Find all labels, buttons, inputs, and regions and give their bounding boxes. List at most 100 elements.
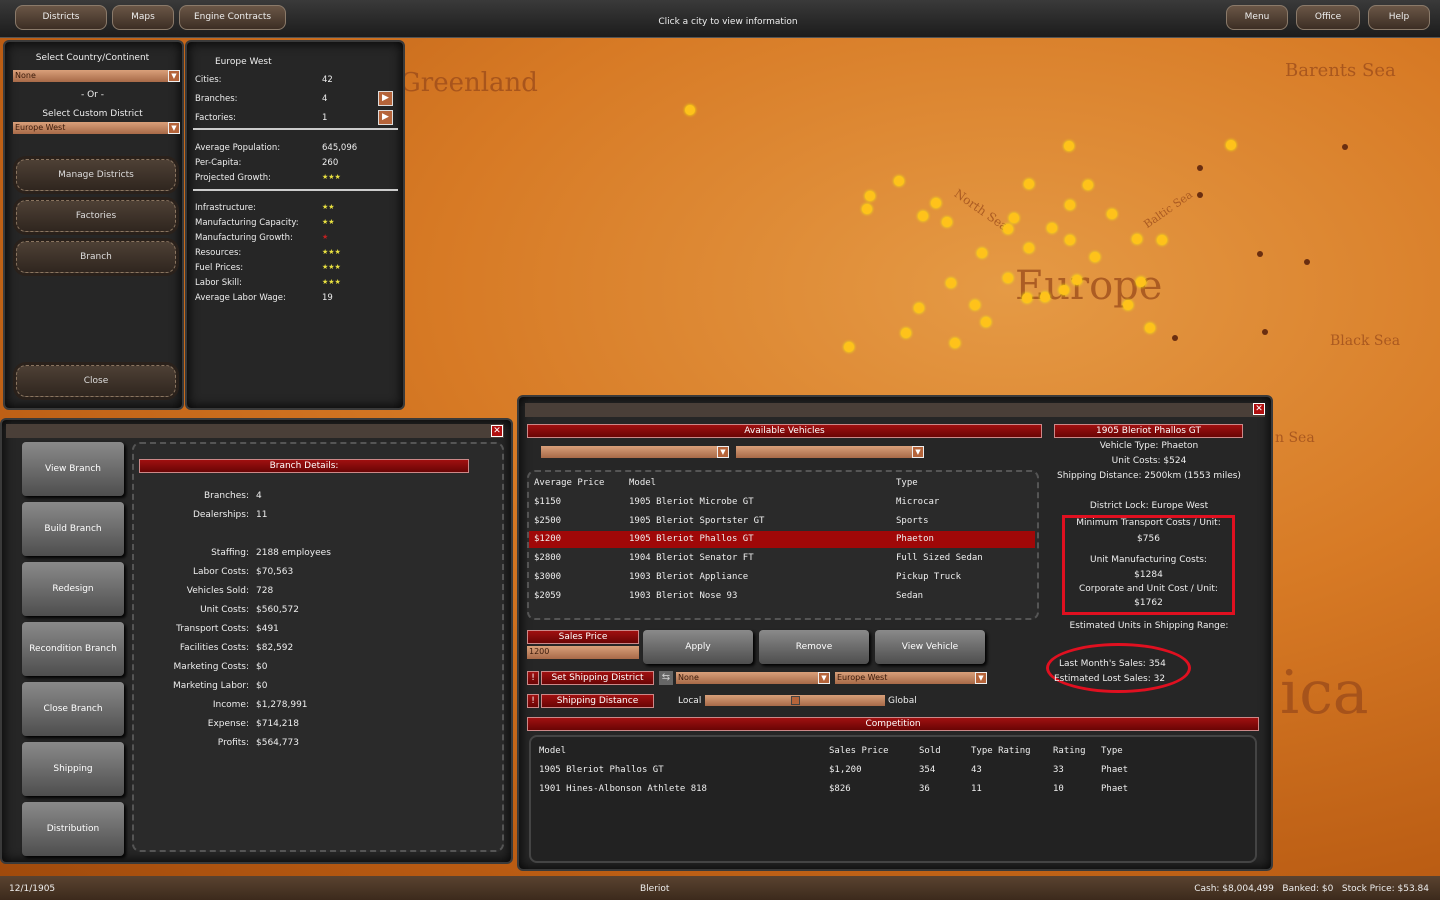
remove-button[interactable]: Remove [759,630,869,664]
city-marker[interactable] [1065,200,1075,210]
ship-to-dropdown[interactable]: Europe West ▼ [835,672,987,684]
city-marker[interactable] [1132,234,1142,244]
city-marker[interactable] [1059,285,1069,295]
rival-city-marker[interactable] [1172,335,1178,341]
slider-thumb[interactable] [791,696,800,705]
city-marker[interactable] [942,217,952,227]
city-marker[interactable] [1107,209,1117,219]
city-marker[interactable] [950,338,960,348]
rival-city-marker[interactable] [1197,192,1203,198]
city-marker[interactable] [977,248,987,258]
branch-menu-redesign[interactable]: Redesign [22,562,124,616]
factories-button[interactable]: Factories [16,200,176,232]
vehicle-row[interactable]: $2059 1903 Bleriot Nose 93 Sedan [529,588,1035,605]
city-marker[interactable] [1040,292,1050,302]
city-marker[interactable] [981,317,991,327]
help-button[interactable]: Help [1368,5,1430,30]
city-marker[interactable] [918,211,928,221]
city-marker[interactable] [685,105,695,115]
branch-button[interactable]: Branch [16,241,176,273]
stat-value: ★★★ [322,173,341,181]
branch-menu-build-branch[interactable]: Build Branch [22,502,124,556]
city-marker[interactable] [914,303,924,313]
city-marker[interactable] [1145,323,1155,333]
rival-city-marker[interactable] [1257,251,1263,257]
city-marker[interactable] [1003,224,1013,234]
city-marker[interactable] [1003,273,1013,283]
vehicle-row[interactable]: $2500 1905 Bleriot Sportster GT Sports [529,513,1035,530]
close-icon[interactable]: ✕ [1253,403,1265,415]
map-label: n Sea [1275,430,1315,446]
set-shipping-district-button[interactable]: Set Shipping District [541,671,654,685]
city-marker[interactable] [946,278,956,288]
manage-districts-button[interactable]: Manage Districts [16,159,176,191]
city-marker[interactable] [1123,300,1133,310]
chevron-down-icon: ▼ [717,446,729,458]
company-name: Bleriot [640,884,670,894]
branch-menu-recondition-branch[interactable]: Recondition Branch [22,622,124,676]
detail-value: $0 [256,681,268,691]
shipping-distance-slider[interactable] [705,695,885,706]
arrow-right-icon[interactable]: ▶ [378,91,393,106]
stat-value: ★★ [322,203,335,211]
arrow-right-icon[interactable]: ▶ [378,110,393,125]
city-marker[interactable] [1047,223,1057,233]
status-bar: 12/1/1905 Bleriot Cash: $8,004,499 Banke… [0,876,1440,900]
city-marker[interactable] [1090,252,1100,262]
ship-from-dropdown[interactable]: None ▼ [676,672,830,684]
menu-button[interactable]: Menu [1226,5,1288,30]
districts-button[interactable]: Districts [15,5,107,30]
map-label: ica [1280,658,1369,728]
vehicle-row[interactable]: $1150 1905 Bleriot Microbe GT Microcar [529,494,1035,511]
view-vehicle-button[interactable]: View Vehicle [875,630,985,664]
branch-menu-view-branch[interactable]: View Branch [22,442,124,496]
rival-city-marker[interactable] [1342,144,1348,150]
city-marker[interactable] [1072,275,1082,285]
city-marker[interactable] [970,300,980,310]
vehicle-row[interactable]: $1200 1905 Bleriot Phallos GT Phaeton [529,531,1035,549]
engine-contracts-button[interactable]: Engine Contracts [179,5,286,30]
close-button[interactable]: Close [16,365,176,397]
city-marker[interactable] [931,198,941,208]
filter-dropdown-1[interactable]: ▼ [541,446,729,458]
city-marker[interactable] [844,342,854,352]
branch-menu-shipping[interactable]: Shipping [22,742,124,796]
rival-city-marker[interactable] [1197,165,1203,171]
city-marker[interactable] [1064,141,1074,151]
stat-row: Labor Skill: ★★★ [195,278,400,292]
office-button[interactable]: Office [1296,5,1360,30]
city-marker[interactable] [901,328,911,338]
close-icon[interactable]: ✕ [491,425,503,437]
stat-value: 4 [322,94,328,104]
city-marker[interactable] [1083,180,1093,190]
sales-price-input[interactable]: 1200 [527,646,639,659]
country-dropdown[interactable]: None ▼ [13,70,180,82]
vehicle-row[interactable]: $3000 1903 Bleriot Appliance Pickup Truck [529,569,1035,586]
top-bar: Districts Maps Engine Contracts Click a … [0,0,1440,38]
city-marker[interactable] [862,204,872,214]
city-marker[interactable] [1024,243,1034,253]
rival-city-marker[interactable] [1304,259,1310,265]
branch-menu-distribution[interactable]: Distribution [22,802,124,856]
competition-row[interactable]: 1901 Hines-Albonson Athlete 818 $826 36 11 1… [531,781,1251,798]
filter-dropdown-2[interactable]: ▼ [736,446,924,458]
apply-button[interactable]: Apply [643,630,753,664]
last-month-sales: Last Month's Sales: 354 [1059,659,1166,669]
city-marker[interactable] [894,176,904,186]
city-marker[interactable] [865,191,875,201]
competition-row[interactable]: 1905 Bleriot Phallos GT $1,200 354 43 33 Phae… [531,762,1251,779]
city-marker[interactable] [1226,140,1236,150]
custom-district-dropdown[interactable]: Europe West ▼ [13,122,180,134]
city-marker[interactable] [1065,235,1075,245]
maps-button[interactable]: Maps [112,5,174,30]
city-marker[interactable] [1009,213,1019,223]
detail-label: Transport Costs: [176,624,249,634]
city-marker[interactable] [1136,277,1146,287]
swap-icon[interactable]: ⇆ [659,671,673,685]
city-marker[interactable] [1024,179,1034,189]
vehicle-row[interactable]: $2800 1904 Bleriot Senator FT Full Sized S… [529,550,1035,567]
city-marker[interactable] [1157,235,1167,245]
rival-city-marker[interactable] [1262,329,1268,335]
city-marker[interactable] [1022,293,1032,303]
branch-menu-close-branch[interactable]: Close Branch [22,682,124,736]
